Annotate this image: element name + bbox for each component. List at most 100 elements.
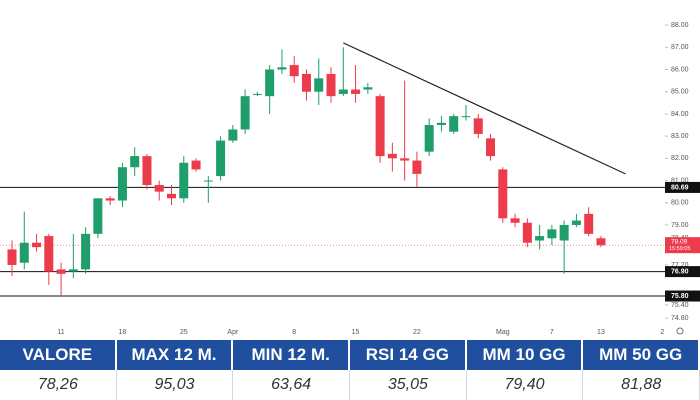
x-tick-label: 22: [413, 329, 421, 336]
table-cell: 78,26: [0, 370, 117, 400]
level-badge: [665, 290, 700, 302]
candle-body: [265, 69, 275, 97]
candle-body: [56, 269, 66, 274]
x-tick-label: Mag: [496, 329, 510, 336]
y-tick-label: 81.00: [671, 177, 689, 184]
y-tick-label: 86.00: [671, 66, 689, 73]
candle-body: [203, 180, 213, 182]
candle-body: [314, 78, 324, 92]
y-tick-label: 82.00: [671, 155, 689, 162]
candle-body: [461, 116, 471, 118]
candle-body: [449, 116, 459, 132]
chart: 88.00 87.00 86.00 85.00 84.00 83.00 82.00 81.00…: [0, 22, 700, 336]
x-tick-label: 13: [597, 329, 605, 336]
candle-body: [473, 118, 483, 134]
candle-body: [167, 193, 177, 199]
candle-body: [559, 224, 569, 241]
settings-icon[interactable]: [676, 327, 684, 335]
last-price-label: 78.09: [671, 238, 688, 245]
candle-body: [596, 238, 606, 246]
candle-body: [510, 218, 520, 223]
table-header: VALORE MAX 12 M. MIN 12 M. RSI 14 GG MM …: [0, 340, 700, 370]
y-tick-label: 84.00: [671, 111, 689, 118]
candle-body: [522, 222, 532, 243]
column-header: MAX 12 M.: [116, 340, 234, 370]
y-tick-label: 77.20: [671, 262, 689, 269]
y-tick-label: 80.00: [671, 200, 689, 207]
y-tick-label: 85.00: [671, 89, 689, 96]
candle-body: [7, 249, 17, 265]
candle-body: [252, 93, 262, 95]
x-tick-label: 18: [119, 329, 127, 336]
candle-body: [301, 73, 311, 92]
last-price-countdown: 15:59:05: [669, 246, 690, 252]
x-tick-label: Apr: [227, 329, 239, 336]
y-tick-label: 88.00: [671, 22, 689, 29]
level-label: 75.80: [671, 293, 689, 300]
candle-body: [363, 87, 373, 90]
candle-body: [412, 160, 422, 174]
column-header: VALORE: [0, 340, 117, 370]
candle-body: [277, 67, 287, 70]
candle-body: [68, 269, 78, 272]
candle-body: [424, 125, 434, 152]
candle-body: [571, 220, 581, 225]
last-price-badge: [665, 237, 700, 254]
column-header: MM 10 GG: [466, 340, 584, 370]
candle-body: [191, 160, 201, 170]
candle-body: [375, 96, 385, 157]
y-tick-label: 87.00: [671, 44, 689, 51]
y-tick-label: 74.80: [671, 315, 689, 322]
y-tick-label: 79.00: [671, 222, 689, 229]
x-tick-label: 25: [180, 329, 188, 336]
x-tick-label: 15: [352, 329, 360, 336]
column-header: RSI 14 GG: [350, 340, 467, 370]
table-cell: 81,88: [583, 370, 700, 400]
candle-body: [584, 213, 594, 234]
x-tick-label: 7: [550, 329, 554, 336]
level-badge: [665, 266, 700, 278]
candle-body: [486, 138, 496, 157]
table-row: 78,26 95,03 63,64 35,05 79,40 81,88: [0, 370, 700, 400]
candle-body: [289, 65, 299, 77]
table-cell: 79,40: [467, 370, 584, 400]
candle-body: [351, 89, 361, 94]
candle-body: [326, 73, 336, 97]
candle-body: [228, 129, 238, 141]
candle-body: [117, 167, 127, 201]
candle-body: [154, 184, 164, 192]
table-cell: 35,05: [350, 370, 467, 400]
candle-body: [142, 156, 152, 185]
candle-body: [81, 233, 91, 270]
candle-body: [216, 140, 226, 177]
candle-body: [240, 96, 250, 130]
candle-body: [19, 242, 29, 263]
level-label: 76.90: [671, 268, 689, 275]
candle-body: [44, 236, 54, 272]
candle-body: [93, 198, 103, 234]
candle-body: [130, 156, 140, 168]
candle-body: [436, 122, 446, 126]
candle-body: [387, 153, 397, 159]
y-tick-label: 83.00: [671, 133, 689, 140]
y-tick-label: 75.40: [671, 302, 689, 309]
table-cell: 63,64: [233, 370, 351, 400]
candle-body: [338, 89, 348, 94]
candle-body: [498, 169, 508, 219]
summary-table: VALORE MAX 12 M. MIN 12 M. RSI 14 GG MM …: [0, 340, 700, 400]
x-tick-label: 11: [57, 329, 64, 336]
table-cell: 95,03: [117, 370, 234, 400]
column-header: MM 50 GG: [583, 340, 700, 370]
candle-body: [400, 158, 410, 161]
candle-body: [547, 229, 557, 239]
candle-body: [535, 236, 545, 241]
column-header: MIN 12 M.: [233, 340, 351, 370]
trendline: [343, 42, 626, 175]
level-badge: [665, 181, 700, 193]
x-tick-label: 2: [660, 329, 664, 336]
x-tick-label: 8: [292, 329, 296, 336]
level-label: 80.69: [671, 184, 689, 191]
candle-body: [105, 198, 115, 201]
candle-body: [179, 162, 189, 199]
